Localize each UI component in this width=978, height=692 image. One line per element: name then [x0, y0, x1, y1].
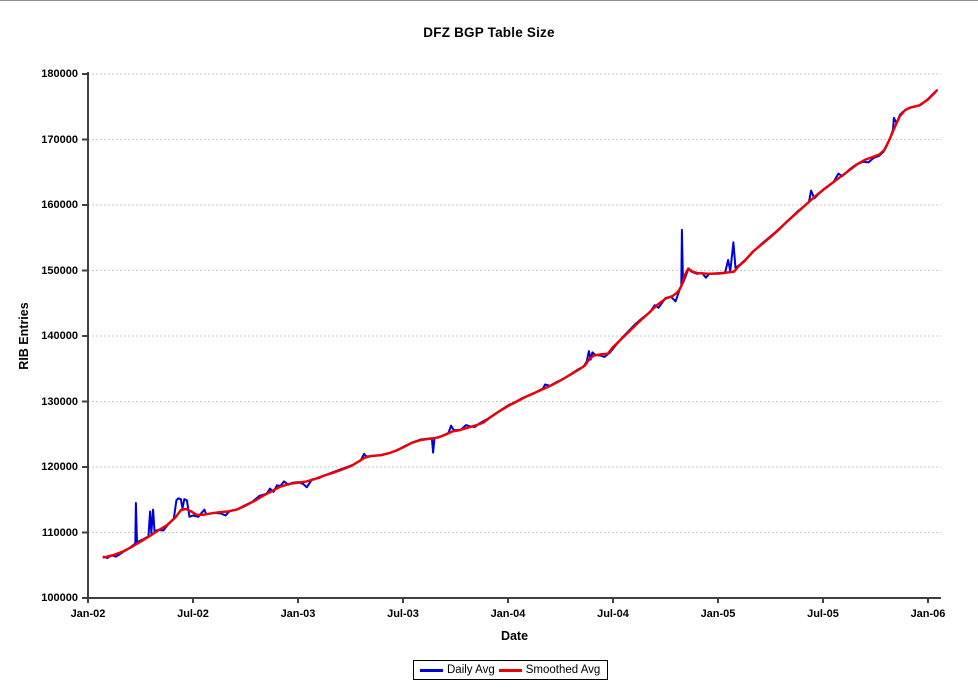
x-tick-label: Jul-04 [597, 608, 629, 620]
y-tick-label: 120000 [41, 461, 78, 473]
x-tick-label: Jan-04 [490, 608, 526, 620]
x-tick-label: Jul-05 [807, 608, 839, 620]
legend-label-smoothed-avg: Smoothed Avg [525, 664, 601, 676]
x-tick-label: Jul-03 [387, 608, 419, 620]
series-line-daily-avg [102, 89, 938, 559]
y-tick-label: 160000 [41, 199, 78, 211]
x-tick-label: Jan-02 [70, 608, 106, 620]
y-tick-label: 170000 [41, 133, 78, 146]
smoothed-avg-line-swatch [498, 668, 522, 672]
x-tick-label: Jan-03 [280, 608, 316, 620]
y-tick-label: 110000 [41, 526, 78, 539]
x-axis-title: Date [500, 629, 529, 643]
y-tick-label: 150000 [41, 264, 78, 277]
daily-avg-line-swatch [420, 668, 443, 672]
x-tick-label: Jan-05 [700, 608, 736, 620]
y-tick-label: 180000 [41, 68, 78, 80]
legend: Daily Avg Smoothed Avg [413, 660, 609, 680]
legend-label-daily-avg: Daily Avg [447, 664, 495, 676]
y-tick-label: 140000 [41, 330, 78, 342]
legend-item-daily-avg: Daily Avg [420, 664, 495, 676]
y-tick-label: 100000 [41, 592, 78, 604]
x-tick-label: Jan-06 [910, 608, 946, 620]
series-line-smoothed-avg [102, 89, 938, 559]
x-tick-label: Jul-02 [177, 608, 209, 620]
legend-item-smoothed-avg: Smoothed Avg [498, 664, 601, 676]
y-tick-label: 130000 [41, 395, 78, 408]
chart-title: DFZ BGP Table Size [423, 25, 555, 40]
